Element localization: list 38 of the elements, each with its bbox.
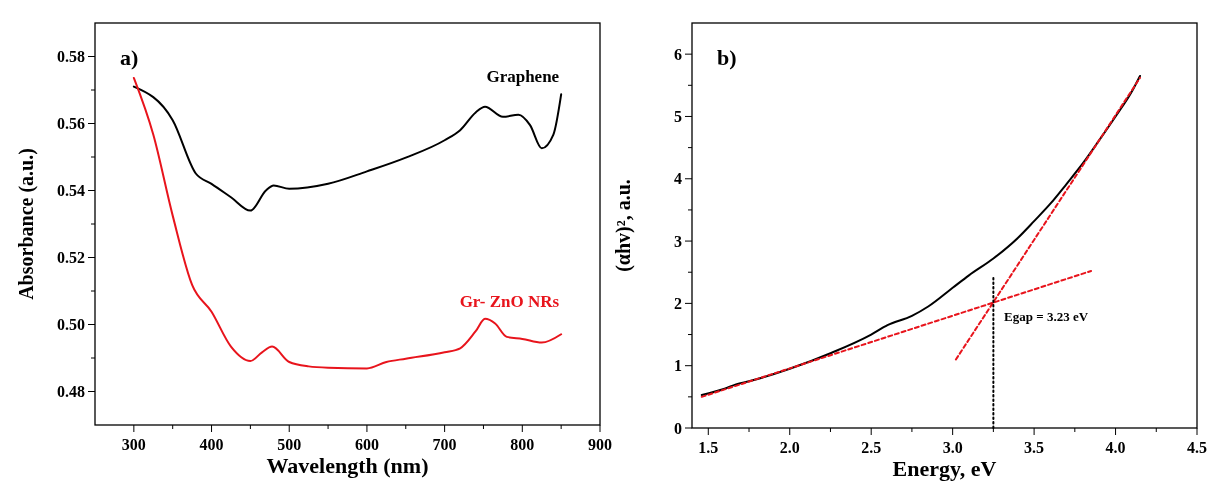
y-axis-title: Absorbance (a.u.) — [15, 148, 38, 300]
y-tick-label: 0.52 — [57, 249, 85, 266]
series-label: Graphene — [486, 67, 560, 87]
x-tick-label: 3.5 — [1024, 439, 1045, 456]
y-tick-label: 0.58 — [57, 48, 85, 65]
line-series — [700, 74, 1141, 396]
line-series — [132, 85, 563, 212]
x-tick-label: 300 — [121, 436, 146, 453]
y-tick-label: 0.50 — [57, 316, 85, 333]
x-tick-label: 600 — [354, 436, 379, 453]
x-tick-label: 3.0 — [942, 439, 963, 456]
y-tick-label: 0.56 — [57, 115, 85, 132]
x-tick-label: 4.5 — [1187, 439, 1207, 456]
series-label: Gr- ZnO NRs — [459, 291, 560, 311]
x-tick-label: 800 — [510, 436, 535, 453]
x-tick-label: 4.0 — [1105, 439, 1126, 456]
x-axis-title: Wavelength (nm) — [266, 453, 429, 478]
x-tick-label: 2.5 — [861, 439, 882, 456]
annotation: b) — [717, 45, 737, 70]
x-tick-label: 900 — [588, 436, 612, 453]
x-tick-label: 500 — [277, 436, 302, 453]
annotation: a) — [120, 45, 139, 70]
y-tick-label: 4 — [674, 170, 682, 188]
y-tick-label: 3 — [674, 232, 682, 250]
y-tick-label: 1 — [674, 357, 682, 375]
x-tick-label: 700 — [432, 436, 457, 453]
y-tick-label: 0.54 — [57, 182, 85, 199]
y-tick-label: 0 — [674, 419, 682, 437]
x-axis-title: Energy, eV — [892, 456, 997, 481]
y-tick-label: 0.48 — [57, 383, 85, 400]
y-tick-label: 5 — [674, 107, 682, 125]
y-tick-label: 2 — [674, 294, 682, 312]
annotation: Egap = 3.23 eV — [1004, 309, 1089, 325]
x-tick-label: 2.0 — [779, 439, 800, 456]
x-tick-label: 400 — [199, 436, 224, 453]
y-axis-title: (αhv)², a.u. — [612, 179, 635, 272]
y-tick-label: 6 — [674, 45, 682, 63]
x-tick-label: 1.5 — [698, 439, 719, 456]
